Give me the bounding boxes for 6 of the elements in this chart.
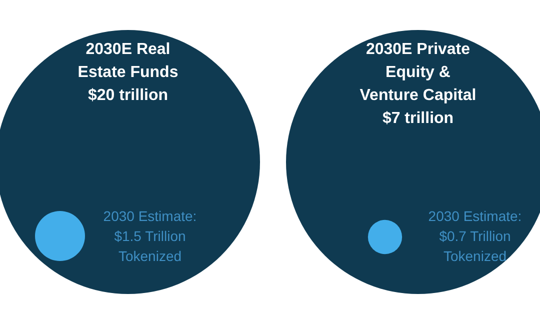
data-label: 2030 Estimate: $0.7 Trillion Tokenized [428,208,522,264]
data-label: 2030 Estimate: $1.5 Trillion Tokenized [103,208,197,264]
data-label: $20 trillion [88,87,168,104]
data-label: $7 trillion [382,110,454,127]
category-label: 2030E Real Estate Funds [78,41,178,81]
category-label: 2030E Private Equity & Venture Capital [360,41,476,104]
